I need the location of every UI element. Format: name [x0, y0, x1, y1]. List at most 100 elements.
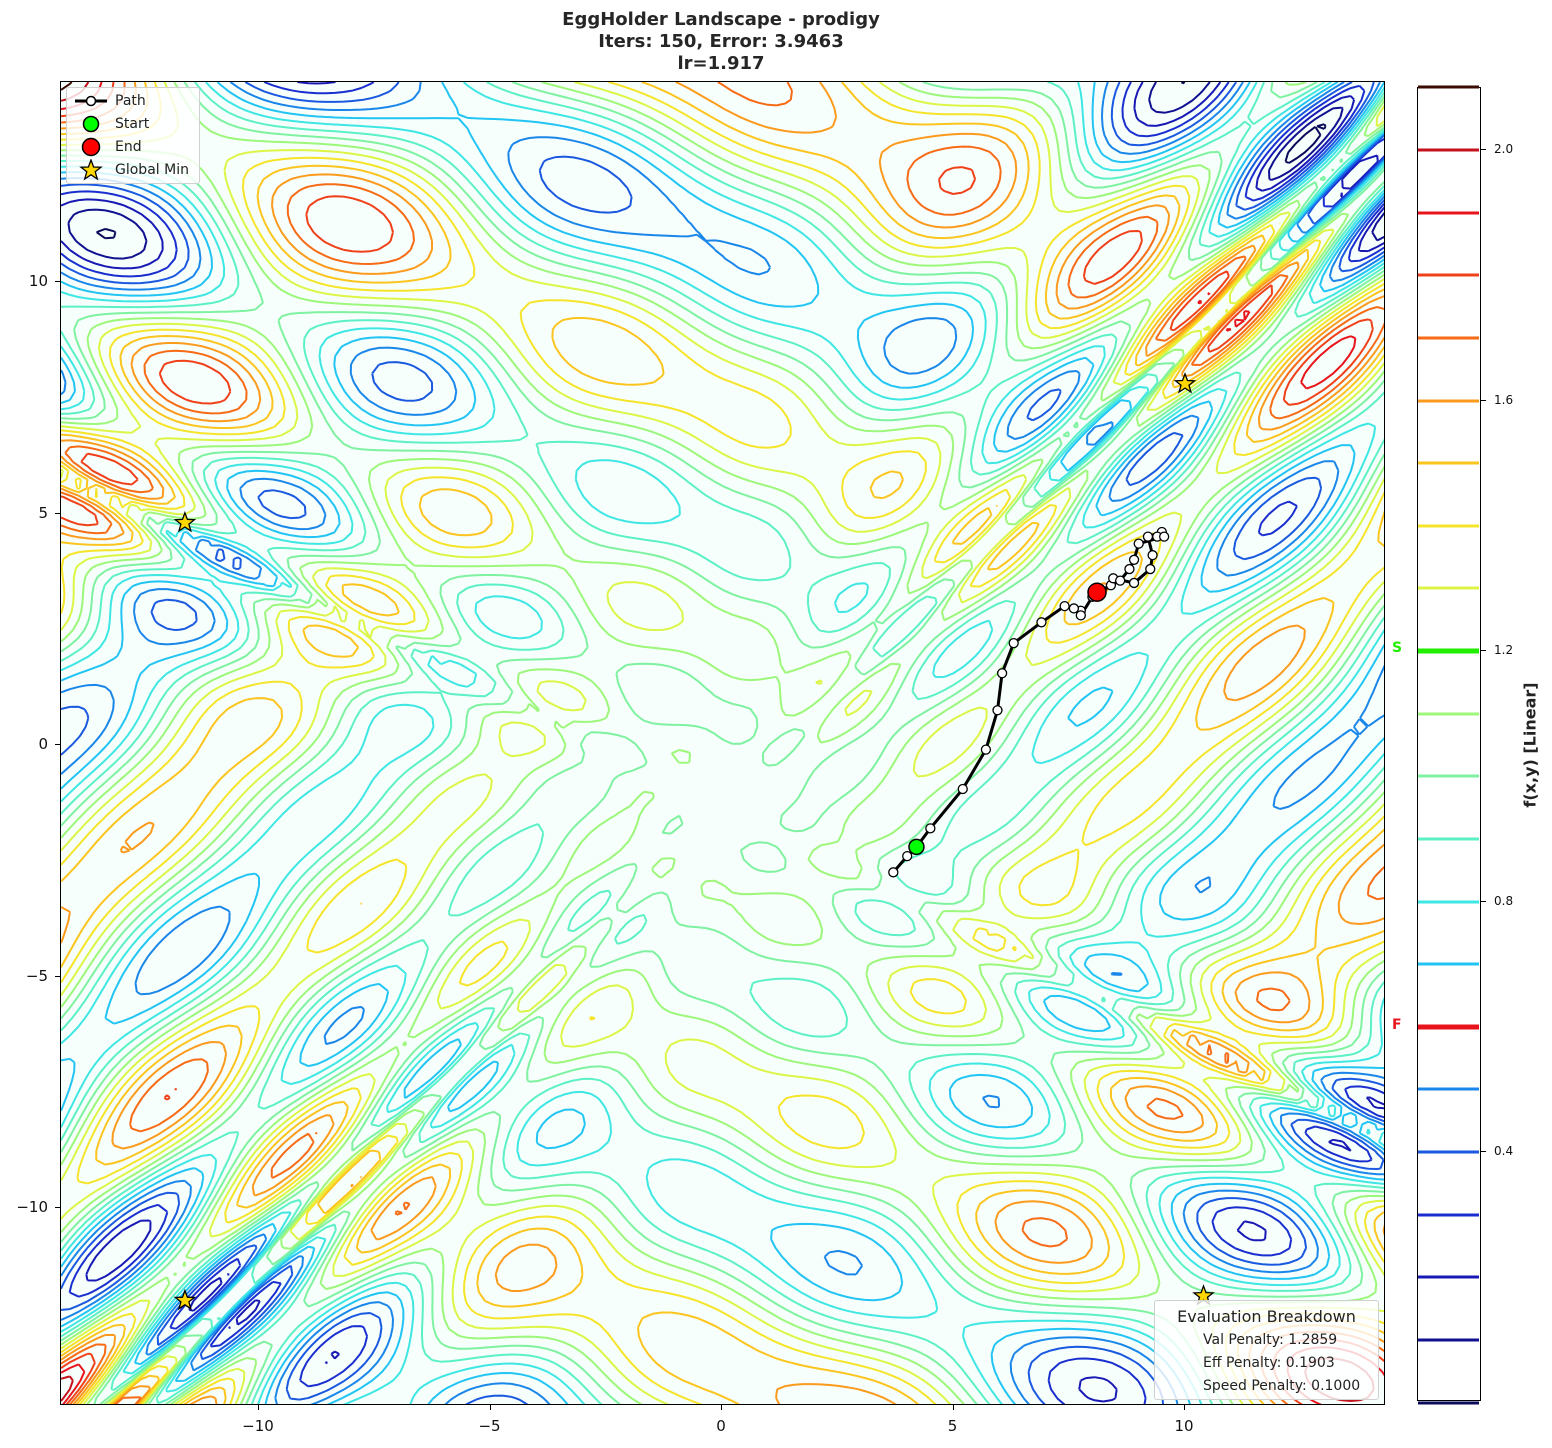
- contour-line: [61, 82, 1384, 1404]
- path-line-icon: [75, 95, 107, 107]
- colorbar-tick-label: 2.0: [1494, 142, 1514, 156]
- x-tick-label: 0: [716, 1417, 726, 1435]
- legend-item-global-min: Global Min: [67, 159, 199, 181]
- y-tick-label: 10: [28, 272, 48, 290]
- y-tick-mark: [55, 281, 60, 282]
- path-point: [1147, 550, 1158, 561]
- path-point: [1142, 531, 1154, 542]
- legend-item-path: Path: [67, 90, 199, 112]
- colorbar-level-line: [1418, 461, 1479, 465]
- title-line-2: Iters: 150, Error: 3.9463: [598, 31, 844, 52]
- end-marker: [1087, 582, 1107, 602]
- colorbar-level-line: [1418, 1275, 1479, 1279]
- colorbar-tick-label: 1.6: [1494, 392, 1514, 407]
- path-point: [1159, 531, 1170, 542]
- y-tick-mark: [55, 1207, 60, 1208]
- path-point: [996, 668, 1008, 679]
- path-point: [902, 850, 913, 862]
- colorbar-level-line: [1418, 524, 1479, 528]
- x-tick-mark: [952, 1405, 954, 1410]
- colorbar-level-line: [1418, 336, 1479, 340]
- x-tick-mark: [489, 1405, 491, 1410]
- colorbar-level-line: [1418, 1338, 1479, 1342]
- colorbar-level-line: [1418, 1150, 1479, 1154]
- x-tick-mark: [721, 1405, 722, 1410]
- x-tick-mark: [1184, 1405, 1185, 1410]
- path-point: [925, 823, 936, 834]
- contour-line: [61, 82, 1384, 1404]
- contour-line: [61, 82, 1384, 1404]
- y-tick-label: −10: [16, 1198, 48, 1216]
- legend: Path Start End Global Min: [66, 87, 200, 184]
- start-marker: [908, 838, 925, 856]
- colorbar-level-line: [1418, 1087, 1479, 1091]
- colorbar: [1417, 85, 1481, 1404]
- contour-line: [61, 82, 1384, 1404]
- y-tick-mark: [55, 975, 60, 977]
- contour-line: [96, 82, 1384, 240]
- title-line-1: EggHolder Landscape - prodigy: [562, 9, 880, 30]
- legend-item-start: Start: [67, 113, 199, 135]
- path-point: [1145, 563, 1156, 575]
- y-tick-mark: [55, 744, 60, 745]
- x-tick-label: 10: [1174, 1417, 1194, 1435]
- colorbar-tick-mark: [1481, 1151, 1486, 1152]
- contour-line: [61, 82, 1384, 1403]
- colorbar-level-line: [1418, 837, 1479, 841]
- colorbar-label: f(x,y) [Linear]: [1520, 682, 1540, 808]
- path-point: [1036, 617, 1047, 628]
- global-min-star-icon: [173, 510, 197, 533]
- y-tick-label: 0: [38, 735, 48, 753]
- path-point: [1075, 610, 1086, 621]
- colorbar-final-marker: F: [1392, 1017, 1402, 1033]
- colorbar-level-line: [1418, 211, 1479, 215]
- path-point: [888, 867, 899, 878]
- global-min-star-icon: [1173, 372, 1197, 394]
- path-point: [1115, 575, 1126, 586]
- eff-penalty: Eff Penalty: 0.1903: [1203, 1355, 1335, 1371]
- colorbar-level-line: [1418, 85, 1479, 89]
- colorbar-tick-label: 0.8: [1494, 893, 1514, 908]
- colorbar-tick-mark: [1481, 149, 1486, 150]
- colorbar-level-line: [1418, 148, 1479, 152]
- colorbar-level-line: [1418, 712, 1479, 716]
- path-point: [957, 783, 968, 795]
- path-point: [1133, 538, 1144, 549]
- x-tick-label: 5: [947, 1417, 958, 1435]
- val-penalty: Val Penalty: 1.2859: [1203, 1332, 1338, 1348]
- path-point: [1124, 563, 1135, 575]
- colorbar-tick-label: 0.4: [1494, 1144, 1514, 1158]
- y-tick-label: −5: [25, 966, 48, 985]
- path-point: [992, 705, 1003, 716]
- contour-line: [61, 82, 1384, 1404]
- contour-plot-area: [60, 81, 1385, 1405]
- colorbar-highlight-line: [1418, 1024, 1479, 1030]
- path-point: [1068, 603, 1080, 614]
- speed-penalty: Speed Penalty: 0.1000: [1203, 1378, 1361, 1394]
- title-line-3: lr=1.917: [677, 53, 765, 74]
- x-tick-label: −10: [242, 1417, 274, 1435]
- colorbar-start-marker: S: [1392, 640, 1403, 656]
- colorbar-level-line: [1418, 1213, 1479, 1217]
- colorbar-level-line: [1418, 586, 1479, 590]
- green-circle-icon: [82, 115, 100, 133]
- x-tick-label: −5: [478, 1417, 501, 1435]
- contour-line: [61, 82, 1384, 1404]
- path-point: [1128, 577, 1140, 589]
- evaluation-breakdown-box: Evaluation Breakdown Val Penalty: 1.2859…: [1154, 1300, 1379, 1400]
- colorbar-level-line: [1418, 273, 1479, 277]
- contour-line: [61, 82, 73, 91]
- path-point: [1128, 554, 1140, 565]
- global-min-star-icon: [173, 1288, 197, 1311]
- colorbar-level-line: [1418, 774, 1479, 778]
- path-point: [1059, 600, 1070, 612]
- colorbar-level-line: [1418, 1401, 1479, 1404]
- contour-line: [61, 82, 1384, 1404]
- legend-item-end: End: [67, 136, 199, 158]
- colorbar-highlight-line: [1418, 648, 1479, 654]
- colorbar-tick-mark: [1481, 399, 1486, 401]
- star-icon: [79, 159, 103, 181]
- colorbar-level-line: [1418, 962, 1479, 966]
- contour-line: [61, 82, 1384, 1404]
- y-tick-label: 5: [38, 503, 48, 522]
